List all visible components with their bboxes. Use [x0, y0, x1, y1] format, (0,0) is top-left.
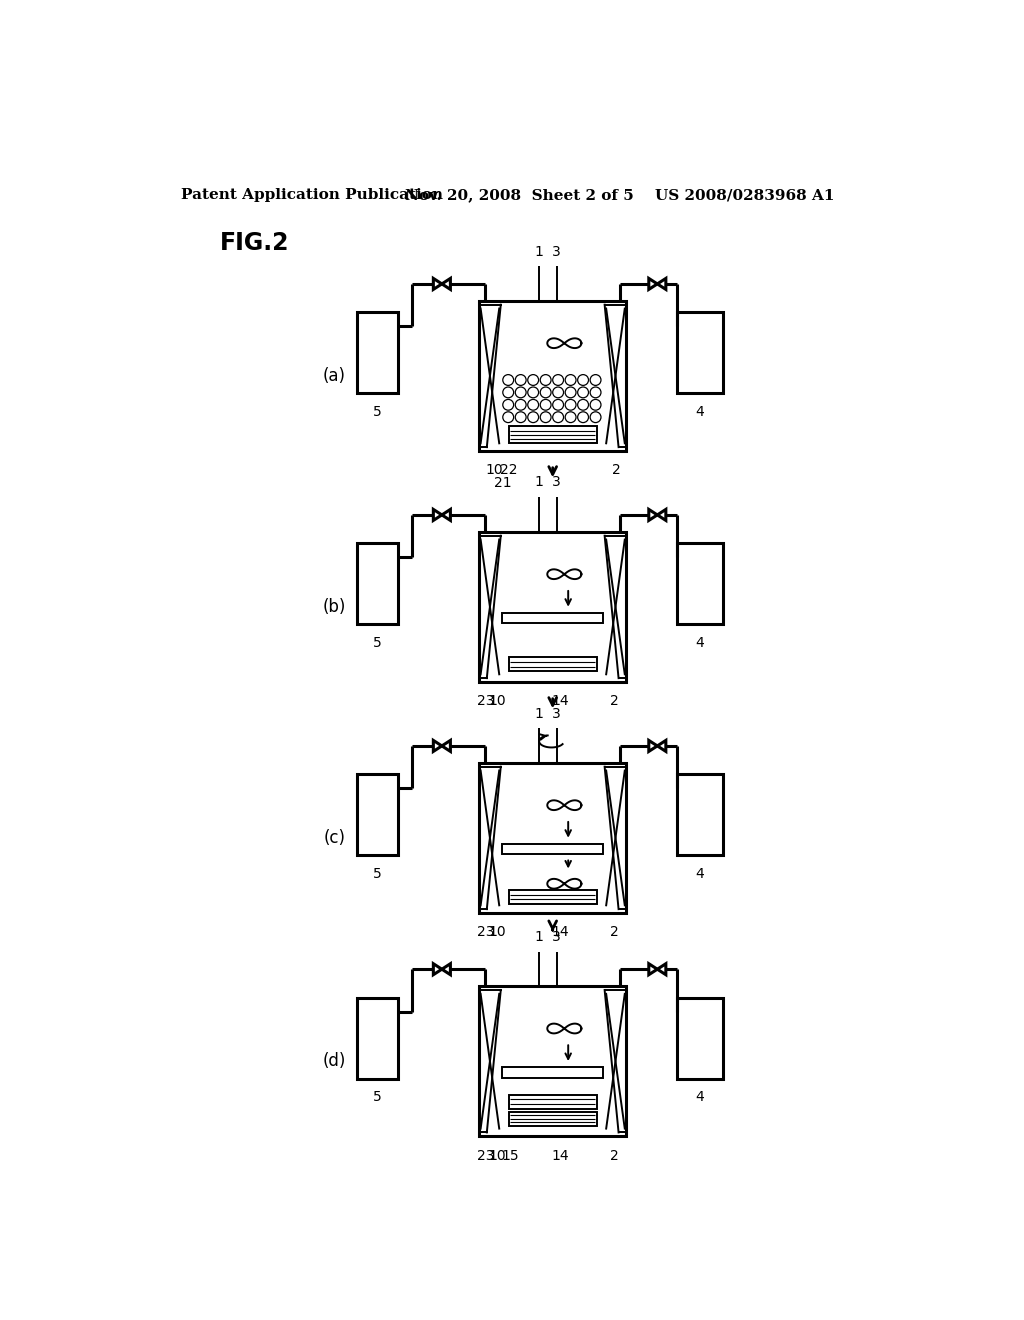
- Bar: [479, 301, 627, 451]
- Text: 2: 2: [609, 925, 618, 940]
- Text: 1: 1: [535, 929, 543, 944]
- Text: 23: 23: [476, 1148, 494, 1163]
- Text: 21: 21: [494, 475, 511, 490]
- Bar: [677, 775, 723, 855]
- Text: 22: 22: [500, 463, 517, 478]
- Text: 14: 14: [552, 1148, 569, 1163]
- Bar: [357, 544, 397, 624]
- Text: US 2008/0283968 A1: US 2008/0283968 A1: [655, 189, 835, 202]
- Text: 5: 5: [373, 867, 382, 880]
- Text: 5: 5: [373, 1090, 382, 1104]
- Bar: [357, 998, 397, 1078]
- Text: 1: 1: [535, 706, 543, 721]
- Text: (c): (c): [324, 829, 346, 847]
- Text: 14: 14: [552, 925, 569, 940]
- Bar: [503, 612, 603, 623]
- Bar: [677, 313, 723, 393]
- Text: 3: 3: [552, 706, 561, 721]
- Text: Nov. 20, 2008  Sheet 2 of 5: Nov. 20, 2008 Sheet 2 of 5: [406, 189, 634, 202]
- Text: 10: 10: [488, 1148, 506, 1163]
- Bar: [357, 313, 397, 393]
- Bar: [479, 532, 627, 682]
- Text: 14: 14: [552, 694, 569, 709]
- Text: (a): (a): [323, 367, 346, 385]
- Text: 23: 23: [476, 694, 494, 709]
- Text: Patent Application Publication: Patent Application Publication: [180, 189, 442, 202]
- Bar: [677, 544, 723, 624]
- Text: 2: 2: [612, 463, 621, 478]
- Bar: [479, 986, 627, 1137]
- Bar: [509, 657, 597, 671]
- Text: (b): (b): [323, 598, 346, 616]
- Text: 2: 2: [609, 694, 618, 709]
- Text: 3: 3: [552, 244, 561, 259]
- Text: 2: 2: [609, 1148, 618, 1163]
- Text: 10: 10: [488, 694, 506, 709]
- Bar: [509, 1111, 597, 1126]
- Bar: [509, 426, 597, 444]
- Text: 4: 4: [695, 405, 705, 418]
- Text: 10: 10: [485, 463, 504, 478]
- Bar: [509, 890, 597, 904]
- Text: 23: 23: [476, 925, 494, 940]
- Text: 3: 3: [552, 475, 561, 490]
- Bar: [677, 998, 723, 1078]
- Text: FIG.2: FIG.2: [219, 231, 289, 255]
- Text: 1: 1: [535, 244, 543, 259]
- Text: 1: 1: [535, 475, 543, 490]
- Text: (d): (d): [323, 1052, 346, 1071]
- Text: 3: 3: [552, 929, 561, 944]
- Text: 5: 5: [373, 636, 382, 649]
- Bar: [503, 1067, 603, 1077]
- Text: 4: 4: [695, 636, 705, 649]
- Bar: [479, 763, 627, 913]
- Bar: [357, 775, 397, 855]
- Text: 10: 10: [488, 925, 506, 940]
- Text: 5: 5: [373, 405, 382, 418]
- Bar: [503, 843, 603, 854]
- Text: 15: 15: [502, 1148, 519, 1163]
- Bar: [509, 1094, 597, 1109]
- Text: 4: 4: [695, 867, 705, 880]
- Text: 4: 4: [695, 1090, 705, 1104]
